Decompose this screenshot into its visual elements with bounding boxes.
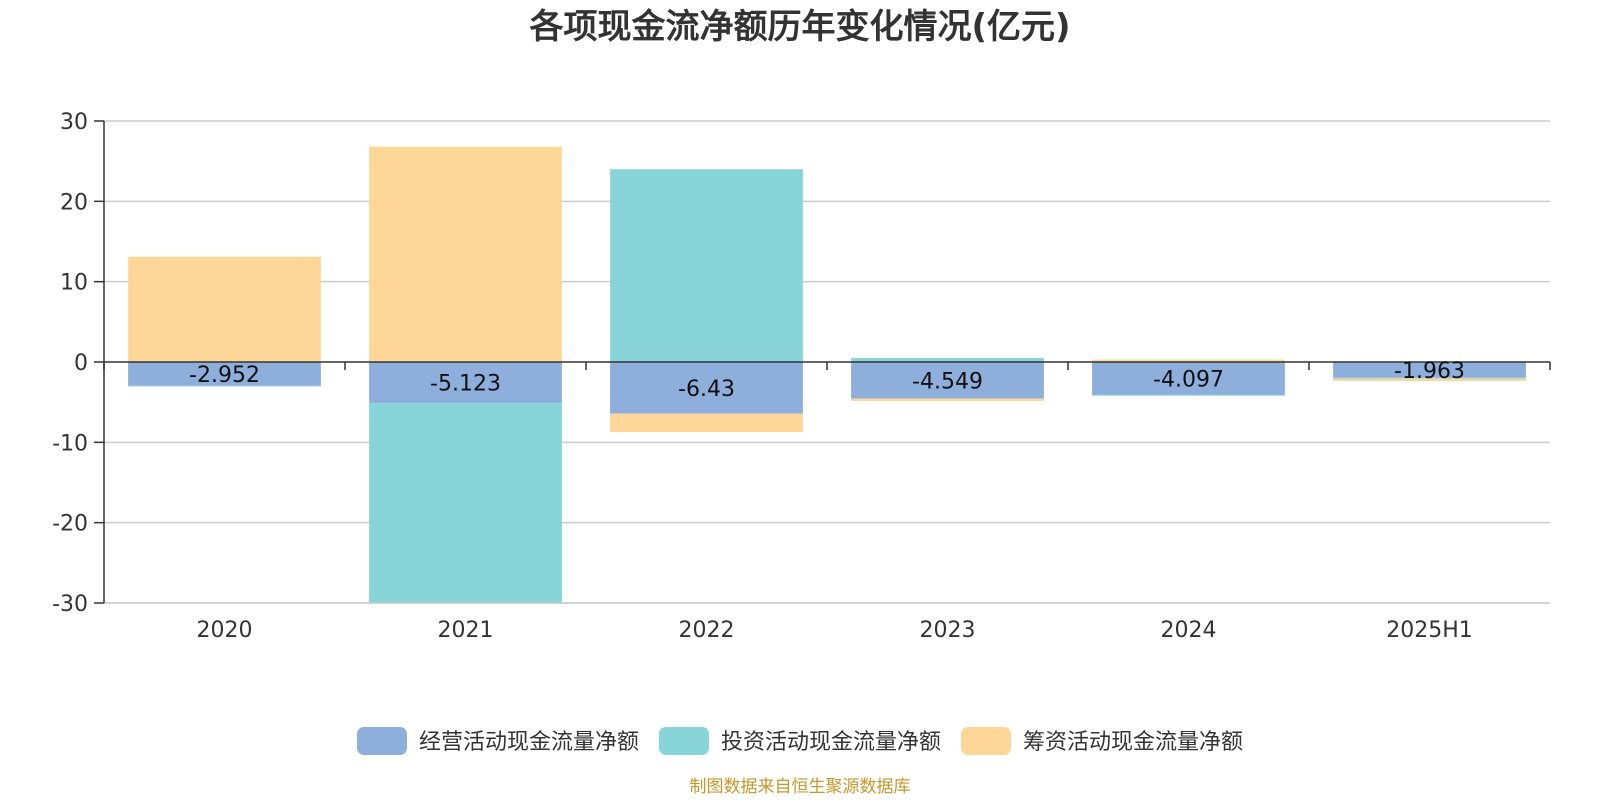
legend: 经营活动现金流量净额 投资活动现金流量净额 筹资活动现金流量净额 xyxy=(356,727,1243,755)
x-tick-label: 2022 xyxy=(679,618,735,643)
bar-segment xyxy=(369,362,562,404)
y-tick-label: -30 xyxy=(52,592,88,617)
bar-segment xyxy=(369,403,562,603)
y-tick-label: -10 xyxy=(52,431,88,456)
y-tick-label: 10 xyxy=(60,271,88,296)
x-tick-label: 2020 xyxy=(197,618,253,643)
y-tick-label: -20 xyxy=(52,512,88,537)
x-tick-label: 2024 xyxy=(1161,618,1217,643)
bar-segment xyxy=(128,256,321,362)
data-label: -2.952 xyxy=(189,363,260,388)
bar-segment xyxy=(369,146,562,362)
data-label: -4.097 xyxy=(1153,367,1224,392)
legend-swatch xyxy=(356,727,407,755)
bar-segment xyxy=(851,398,1044,401)
chart-title: 各项现金流净额历年变化情况(亿元) xyxy=(529,7,1070,47)
bar-segment xyxy=(1333,378,1526,381)
bar-segment xyxy=(1333,362,1526,378)
legend-label: 经营活动现金流量净额 xyxy=(419,730,639,755)
bar-segment xyxy=(128,385,321,387)
data-label: -4.549 xyxy=(912,369,983,394)
legend-label: 筹资活动现金流量净额 xyxy=(1023,730,1243,755)
data-label: -5.123 xyxy=(430,372,501,397)
bar-segment xyxy=(851,357,1044,362)
legend-swatch xyxy=(658,727,709,755)
bar-segment xyxy=(1333,377,1526,379)
bar-segment xyxy=(1092,394,1285,396)
bar-segment xyxy=(1092,362,1285,395)
data-label: -6.43 xyxy=(678,377,735,402)
x-tick-label: 2025H1 xyxy=(1386,618,1473,643)
legend-label: 投资活动现金流量净额 xyxy=(721,730,941,755)
bars-layer xyxy=(128,146,1526,603)
data-label: -1.963 xyxy=(1394,359,1465,384)
y-tick-label: 0 xyxy=(74,351,88,376)
labels-layer: -2.952 -5.123 -6.43 -4.549 -4.097 -1.963 xyxy=(189,359,1465,402)
x-tick-label: 2021 xyxy=(438,618,494,643)
x-tick-label: 2023 xyxy=(920,618,976,643)
bar-segment xyxy=(128,362,321,386)
legend-swatch xyxy=(961,727,1012,755)
bar-segment xyxy=(610,362,803,414)
bar-segment xyxy=(851,362,1044,399)
y-tick-label: 20 xyxy=(60,190,88,215)
bar-segment xyxy=(1092,359,1285,362)
bar-segment xyxy=(610,169,803,362)
grid-layer xyxy=(104,120,1550,604)
bar-segment xyxy=(610,413,803,433)
y-tick-label: 30 xyxy=(60,110,88,135)
data-source-note: 制图数据来自恒生聚源数据库 xyxy=(690,777,911,797)
axis-layer: 30 20 10 0 -10 -20 -30 2020 2021 2022 2023 2024 2025… xyxy=(52,110,1551,643)
